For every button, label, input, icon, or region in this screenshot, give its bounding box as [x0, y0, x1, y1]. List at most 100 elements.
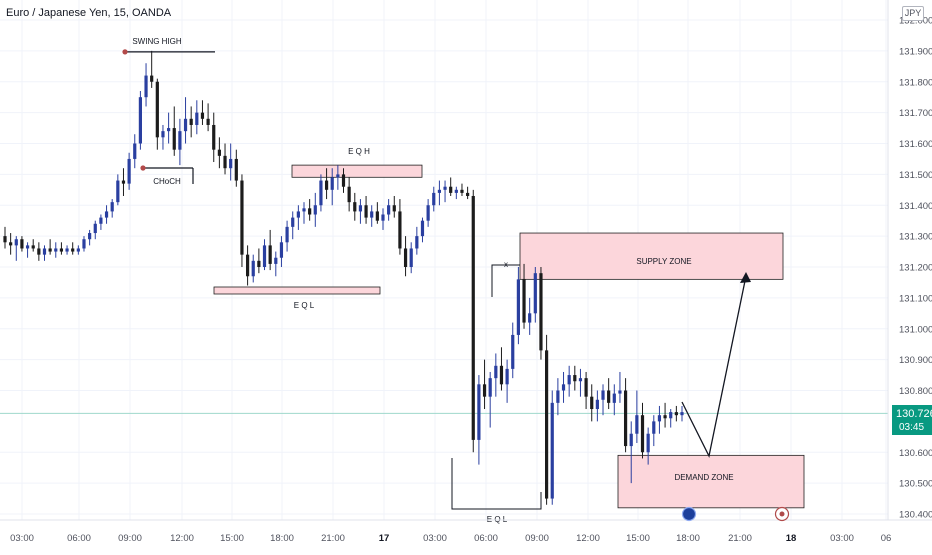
- candle-body: [121, 180, 126, 184]
- candle-body: [437, 189, 442, 193]
- candle-body: [556, 390, 560, 403]
- y-tick-label: 131.300: [899, 232, 932, 243]
- x-tick-label: 18:00: [676, 533, 700, 544]
- candle-body: [443, 186, 447, 190]
- candle-body: [426, 205, 430, 221]
- candle-body: [110, 202, 114, 212]
- candle-body: [172, 128, 176, 150]
- candle-body: [640, 415, 645, 453]
- candle-body: [381, 214, 385, 221]
- candle-body: [612, 393, 616, 403]
- candle-body: [279, 242, 284, 258]
- y-tick-label: 130.800: [899, 386, 932, 397]
- last-price-tag: 130.726 03:45: [892, 405, 932, 435]
- candle-body: [116, 180, 120, 203]
- x-tick-label: 06:00: [474, 533, 498, 544]
- supply-zone-label: SUPPLY ZONE: [636, 257, 691, 266]
- y-tick-label: 132.000: [899, 16, 932, 27]
- x-tick-label: 21:00: [321, 533, 345, 544]
- candle-body: [387, 205, 391, 215]
- candle-body: [341, 174, 346, 187]
- x-axis: 03:00 06:00 09:00 12:00 15:00 18:00 21:00 17 03:…: [0, 519, 932, 544]
- candle-body: [432, 192, 436, 206]
- last-price: 130.726: [896, 408, 932, 420]
- x-tick-label: 06: [881, 533, 892, 544]
- candle-body: [533, 273, 537, 314]
- candle-body: [545, 350, 549, 499]
- candle-body: [539, 273, 543, 351]
- candle-body: [471, 195, 475, 440]
- candle-body: [578, 378, 583, 382]
- candle-body: [398, 211, 402, 249]
- candle-body: [31, 245, 35, 249]
- candle-body: [415, 236, 419, 249]
- zones: [213, 164, 805, 509]
- high-bracket: [491, 264, 520, 297]
- candle-body: [71, 248, 75, 252]
- candle-body: [370, 211, 374, 218]
- candle-body: [403, 248, 408, 267]
- currency-button[interactable]: JPY: [902, 6, 924, 21]
- candle-body: [9, 242, 13, 246]
- candle-body: [76, 248, 80, 252]
- candle-body: [482, 384, 487, 397]
- x-tick-label: 09:00: [525, 533, 549, 544]
- candle-body: [657, 415, 662, 422]
- demand-zone: [617, 454, 805, 509]
- candle-body: [240, 180, 244, 255]
- candle-body: [167, 128, 171, 132]
- candle-body: [573, 375, 577, 382]
- candle-body: [138, 97, 142, 144]
- candle-body: [629, 433, 633, 447]
- candle-body: [155, 81, 159, 138]
- candle-body: [646, 433, 650, 453]
- candle-body: [150, 75, 154, 82]
- candle-body: [104, 211, 109, 218]
- candle-body: [302, 208, 306, 212]
- x-tick-label: 12:00: [170, 533, 194, 544]
- candle-body: [494, 365, 498, 379]
- candle-body: [82, 239, 86, 249]
- x-tick-label: 18:00: [270, 533, 294, 544]
- candle-body: [59, 248, 64, 252]
- candle-body: [37, 248, 41, 255]
- projection-path: [681, 275, 747, 458]
- y-tick-label: 131.200: [899, 263, 932, 274]
- swing-high-label: SWING HIGH: [132, 37, 182, 46]
- candle-body: [251, 260, 255, 277]
- x-tick-label: 09:00: [118, 533, 142, 544]
- candle-body: [561, 384, 566, 391]
- y-tick-label: 130.900: [899, 355, 932, 366]
- candle-body: [358, 205, 363, 212]
- candle-body: [420, 220, 425, 237]
- candle-body: [229, 158, 233, 169]
- candle-body: [20, 239, 24, 249]
- x-tick-label: 06:00: [67, 533, 91, 544]
- candle-body: [223, 155, 227, 169]
- eqh-label: E Q H: [348, 147, 370, 156]
- candle-body: [54, 248, 58, 252]
- candle-body: [200, 112, 205, 119]
- x-tick-label: 03:00: [10, 533, 34, 544]
- supply-zone: [519, 232, 784, 280]
- candle-body: [623, 390, 628, 447]
- annotations: E Q H E Q L SUPPLY ZONE DEMAND ZONE SWING HI…: [122, 37, 751, 524]
- y-tick-label: 130.400: [899, 510, 932, 521]
- candle-body: [669, 412, 673, 419]
- candle-body: [488, 378, 492, 397]
- choch-dot: [140, 165, 146, 171]
- x-tick-label: 12:00: [576, 533, 600, 544]
- y-tick-label: 130.500: [899, 479, 932, 490]
- candle-body: [178, 131, 182, 150]
- candle-body: [291, 217, 295, 227]
- candle-body: [324, 180, 329, 190]
- event-icon-red-dot: [779, 511, 785, 517]
- cross-label: x: [504, 260, 508, 269]
- candle-body: [635, 415, 639, 434]
- event-icons: [681, 506, 790, 522]
- candles: [3, 50, 684, 505]
- y-tick-label: 131.100: [899, 293, 932, 304]
- candle-body: [466, 192, 470, 196]
